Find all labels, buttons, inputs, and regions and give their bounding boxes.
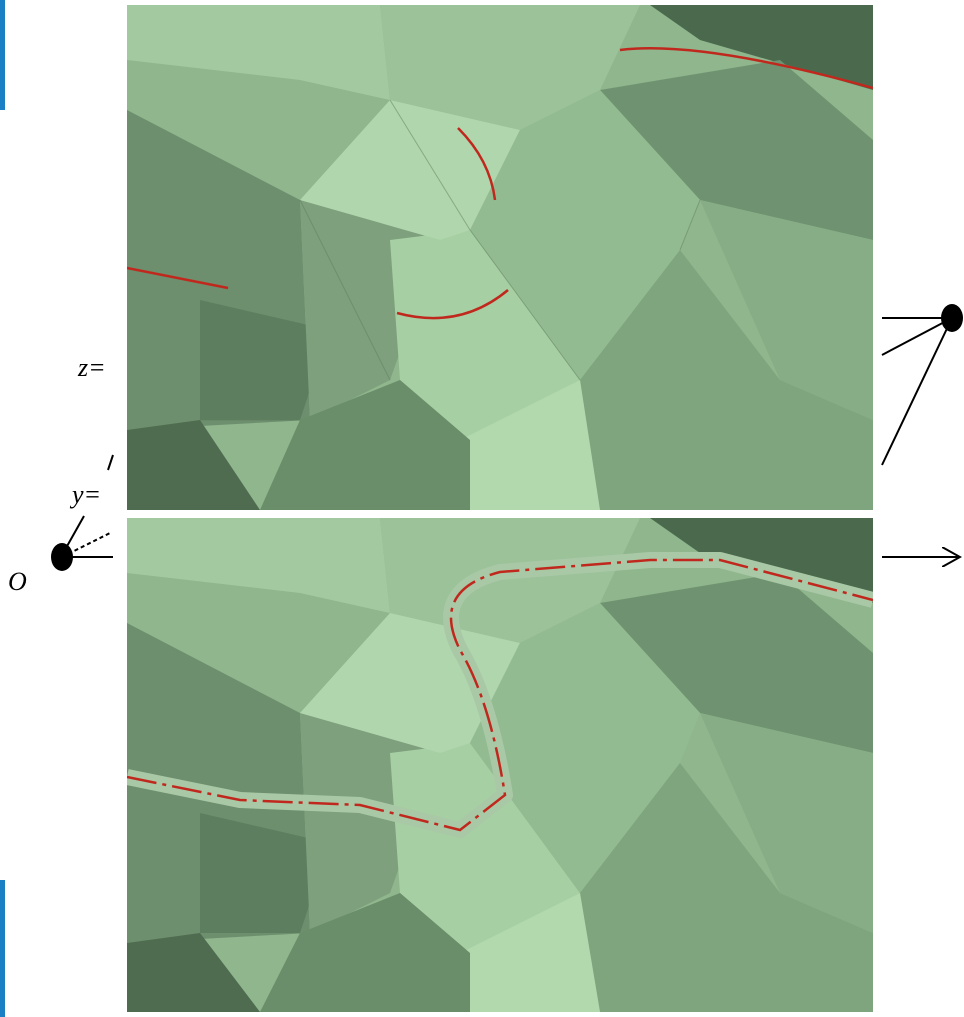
axis-line bbox=[882, 318, 952, 355]
axis-label: z= bbox=[77, 353, 106, 382]
axis-line bbox=[882, 318, 952, 465]
figure: z= y= O bbox=[0, 0, 964, 1017]
axis-line bbox=[66, 516, 84, 548]
origin-label: O bbox=[8, 567, 27, 596]
side-bar bbox=[0, 880, 5, 1017]
origin-dot bbox=[51, 543, 73, 571]
page: z= y= O (() => { const data = JSON.parse… bbox=[0, 0, 964, 1017]
terrain-bottom bbox=[127, 518, 873, 1012]
side-bar bbox=[0, 0, 5, 110]
terrain-top bbox=[127, 5, 873, 510]
point-dot bbox=[941, 304, 963, 332]
axis-fragment bbox=[108, 455, 113, 470]
axis-label: y= bbox=[69, 480, 101, 509]
